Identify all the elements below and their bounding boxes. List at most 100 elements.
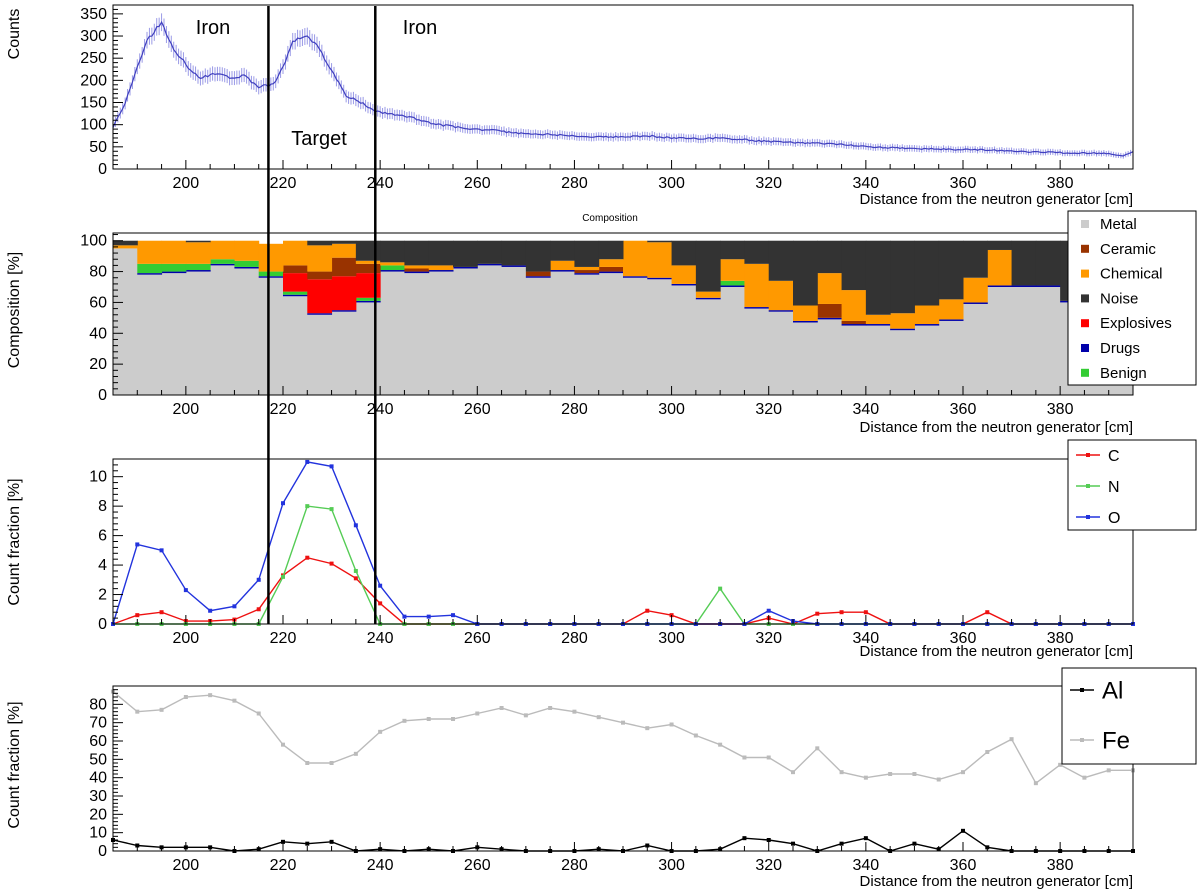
composition-xlabel: Distance from the neutron generator [cm] [860, 419, 1133, 436]
bin-noise [768, 240, 794, 281]
point-fe [329, 761, 334, 765]
stack-chemical [113, 240, 1013, 329]
legend-swatch-benign [1081, 368, 1089, 377]
point-c [256, 607, 261, 612]
stack-ceramic [283, 257, 867, 325]
point-fe [1009, 737, 1014, 742]
x-tick-label: 260 [464, 630, 491, 647]
x-tick-label: 200 [173, 630, 200, 647]
legend-swatch-chemical [1081, 269, 1089, 278]
bin-metal [550, 271, 575, 395]
point-o [135, 542, 140, 547]
bin-noise [744, 240, 770, 264]
point-c [839, 610, 844, 615]
bin-metal [404, 273, 430, 395]
legend-swatch-explosives [1081, 319, 1089, 328]
bin-noise [647, 240, 673, 243]
legend-box [1067, 210, 1197, 386]
point-o [426, 614, 431, 619]
bin-metal [1011, 287, 1037, 395]
point-al [135, 843, 140, 848]
bin-metal [258, 277, 284, 395]
bin-noise [331, 240, 357, 244]
y-tick-label: 2 [98, 587, 107, 604]
bin-chemical [890, 313, 915, 329]
bin-ceramic [817, 303, 843, 318]
bin-metal [161, 273, 187, 395]
bin-metal [185, 271, 211, 395]
y-tick-label: 300 [80, 28, 107, 45]
legend-label-noise: Noise [1100, 290, 1138, 307]
x-tick-label: 300 [658, 401, 685, 418]
bin-noise [1011, 240, 1037, 286]
bin-benign [258, 271, 284, 277]
bin-chemical [283, 240, 308, 266]
legend-marker-al [1080, 688, 1084, 692]
bin-noise [793, 240, 818, 306]
bin-drugs [550, 270, 575, 272]
bin-metal [234, 268, 260, 395]
point-fe [621, 720, 625, 725]
point-o [281, 501, 285, 506]
x-tick-label: 300 [658, 857, 685, 874]
legend-label-n: N [1108, 479, 1120, 496]
point-c [135, 613, 140, 618]
point-fe [426, 717, 431, 721]
bin-chemical [137, 240, 163, 264]
composition-ylabel: Composition [%] [6, 252, 23, 369]
y-tick-label: 70 [89, 715, 107, 732]
bin-drugs [283, 294, 308, 297]
x-tick-label: 360 [950, 401, 977, 418]
bin-chemical [963, 277, 988, 303]
bin-noise [477, 240, 503, 264]
bin-noise [720, 240, 745, 260]
bin-benign [185, 263, 211, 271]
legend-marker-fe [1080, 738, 1084, 742]
bin-ceramic [525, 271, 551, 277]
bin-metal [453, 268, 478, 395]
point-fe [572, 709, 577, 714]
point-fe [402, 718, 407, 723]
bin-drugs [793, 320, 818, 323]
point-al [305, 841, 310, 846]
bin-chemical [331, 243, 357, 258]
bin-chemical [258, 243, 284, 272]
cno-panel: Count fraction [%] 200 220 240 260 280 300 320… [6, 439, 1197, 660]
legend-label-fe: Fe [1102, 728, 1130, 755]
point-n [305, 504, 310, 509]
bin-drugs [987, 285, 1013, 287]
point-fe [232, 698, 237, 703]
point-al [742, 836, 747, 841]
bin-drugs [501, 265, 527, 267]
x-tick-label: 320 [755, 857, 782, 874]
cno-legend: CNO [1067, 439, 1197, 531]
stack-benign [137, 259, 745, 301]
bin-noise [185, 240, 211, 243]
bin-drugs [671, 283, 697, 286]
point-fe [548, 706, 553, 710]
point-c [159, 610, 164, 615]
bin-noise [817, 240, 843, 274]
point-fe [1058, 762, 1063, 767]
bin-metal [331, 311, 357, 395]
bin-metal [283, 296, 308, 395]
cno-ylabel: Count fraction [%] [6, 478, 23, 605]
bin-drugs [598, 271, 624, 274]
point-fe [523, 713, 528, 718]
bin-metal [647, 279, 673, 395]
bin-drugs [963, 302, 988, 304]
bin-noise [865, 240, 891, 315]
plot-frame [112, 685, 1134, 852]
bin-chemical [307, 245, 333, 272]
bin-benign [283, 291, 308, 295]
point-fe [936, 777, 941, 782]
bin-drugs [234, 266, 260, 269]
bin-drugs [623, 276, 648, 278]
legend-marker-n [1086, 484, 1090, 488]
bin-metal [1035, 287, 1061, 395]
bin-chemical [404, 265, 430, 269]
point-al [645, 843, 650, 848]
point-fe [1106, 768, 1111, 773]
bin-noise [113, 240, 138, 246]
al-fe-panel: Count fraction [%] 200 220 240 260 280 300 320… [6, 667, 1197, 890]
